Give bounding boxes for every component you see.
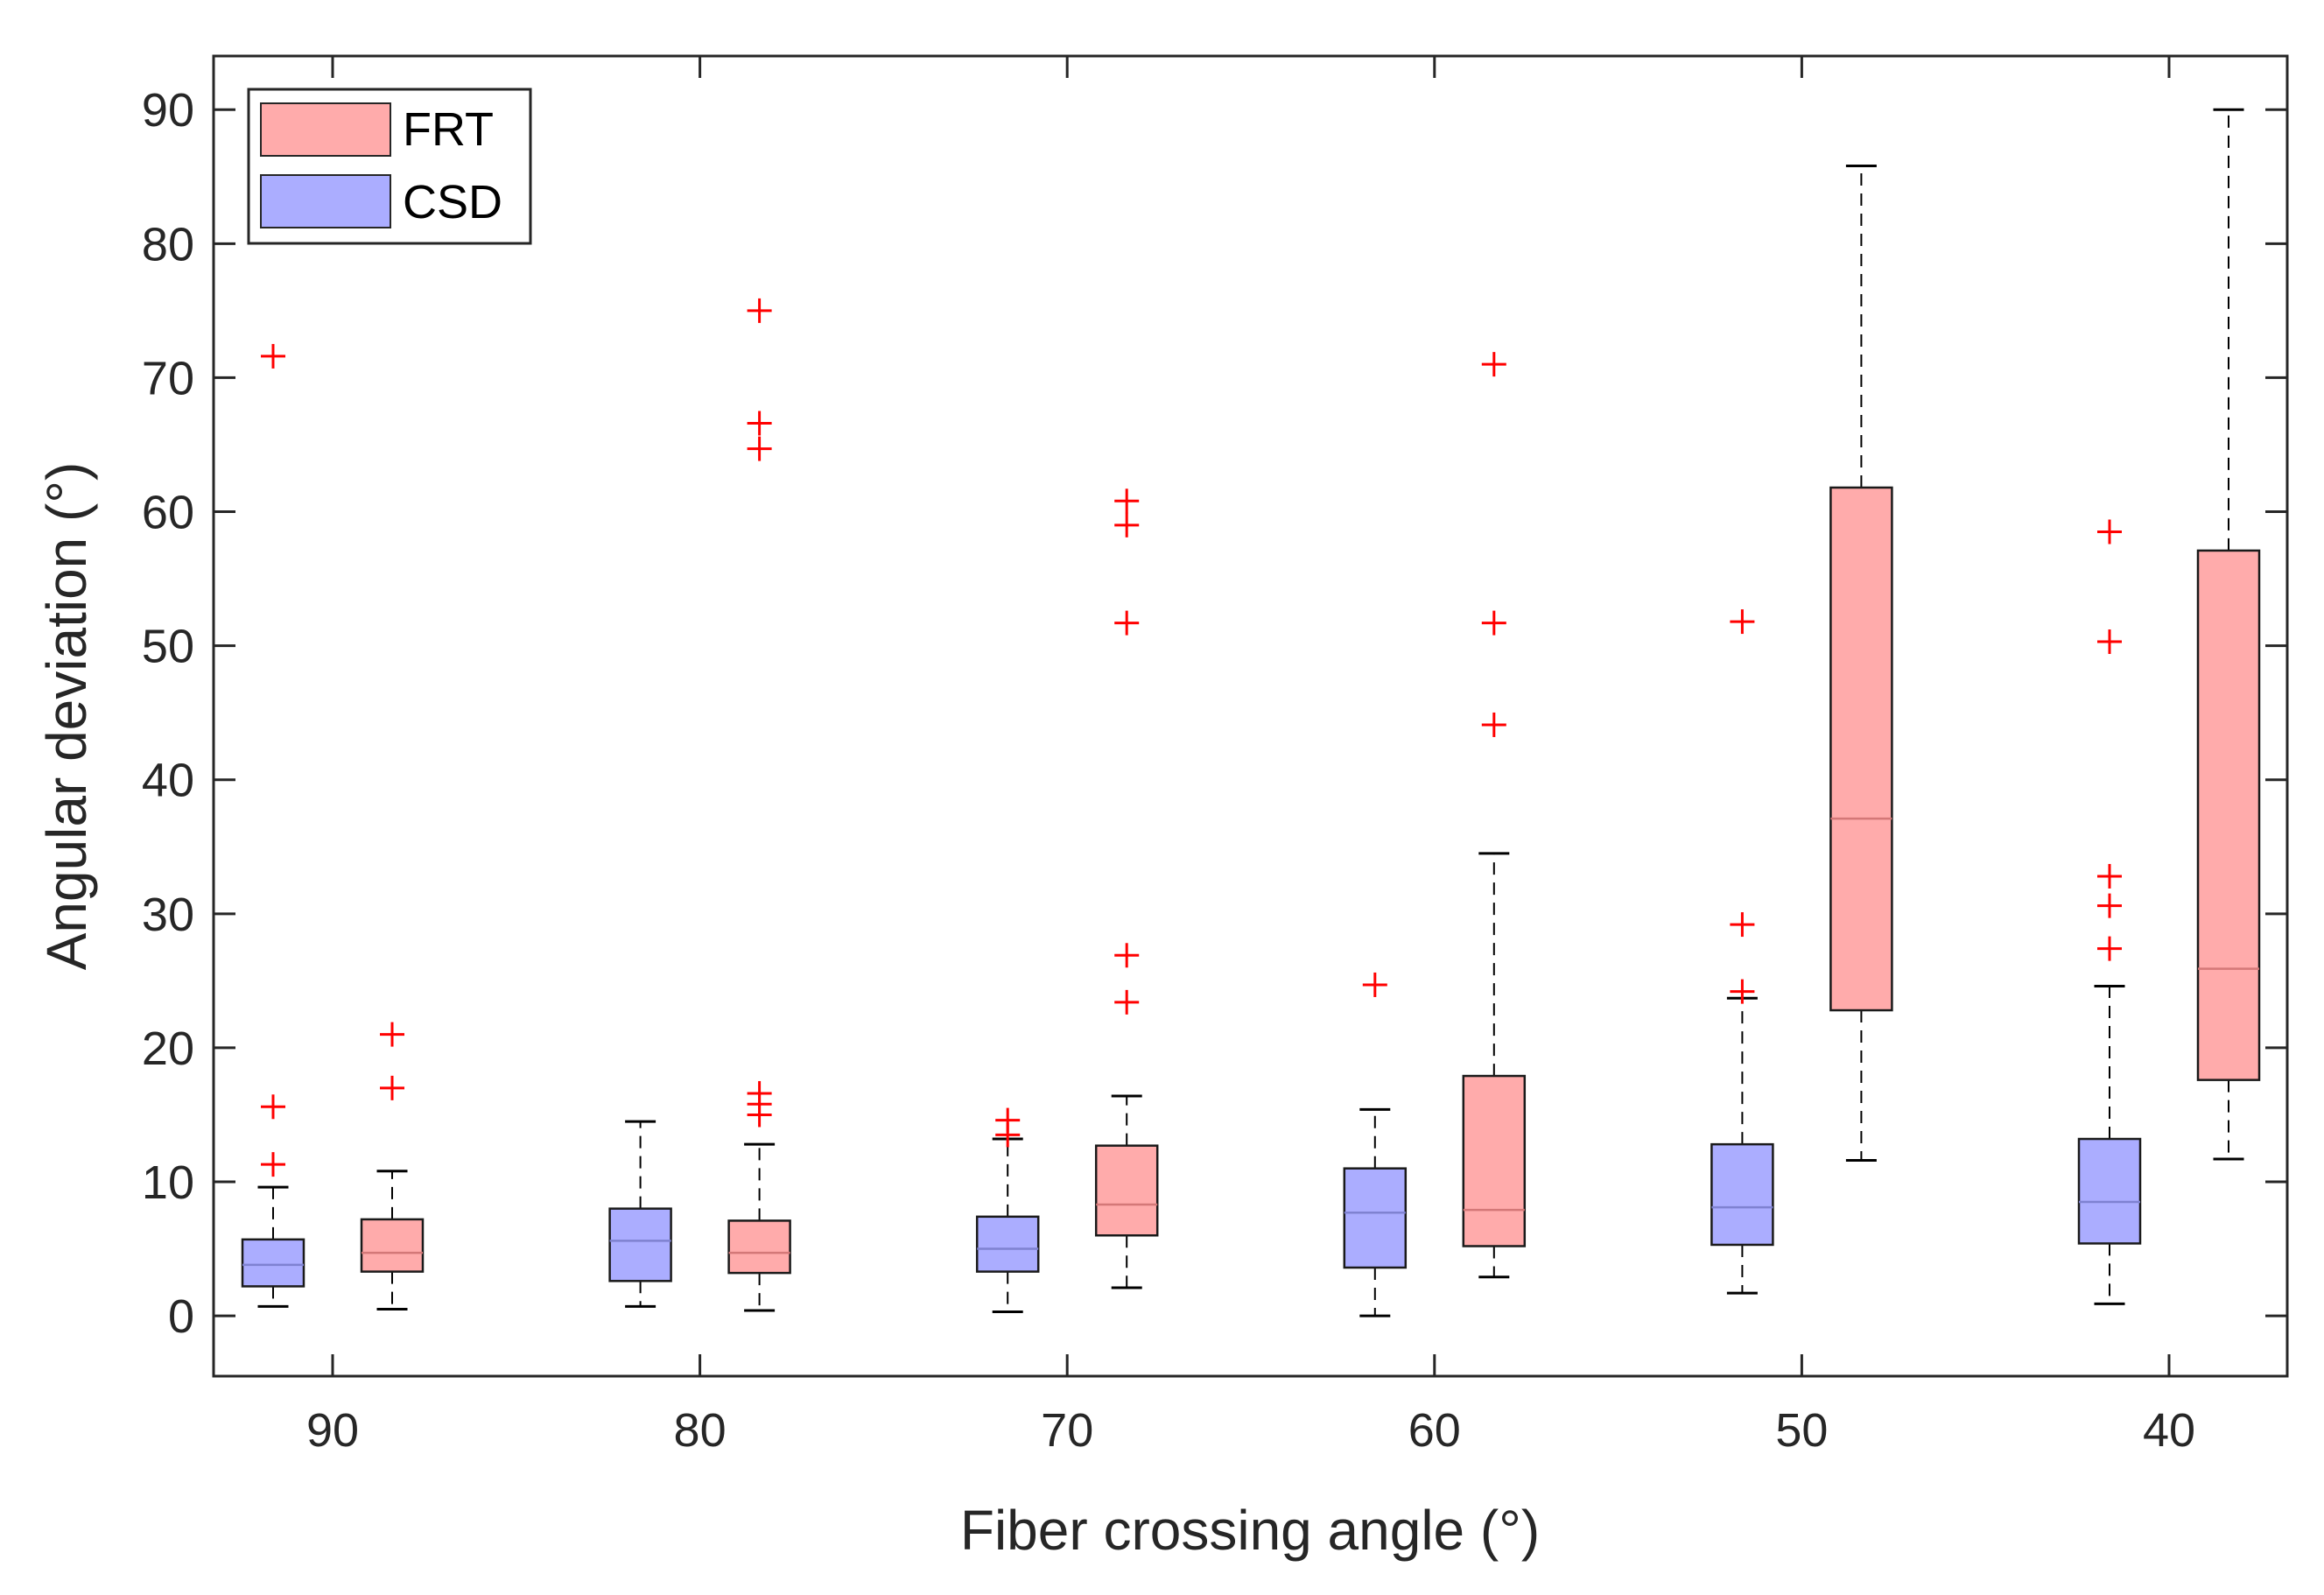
x-axis: 90 80 70 60 50 40 <box>306 56 2195 1457</box>
y-tick-label: 30 <box>142 889 194 941</box>
outlier-marker <box>2097 936 2122 961</box>
y-tick-label: 90 <box>142 84 194 137</box>
outlier-marker <box>2097 893 2122 918</box>
iqr-box <box>1094 1144 1159 1237</box>
box-frt-50 <box>1829 165 1893 1163</box>
box-frt-70 <box>1094 488 1159 1289</box>
outlier-marker <box>1114 488 1140 514</box>
outlier-marker <box>1362 972 1387 997</box>
box-frt-80 <box>727 298 791 1312</box>
iqr-box <box>1462 1074 1527 1247</box>
x-tick-label: 90 <box>306 1404 359 1457</box>
x-tick-label: 50 <box>1775 1404 1828 1457</box>
y-tick-label: 10 <box>142 1156 194 1209</box>
legend-swatch-frt <box>260 102 391 157</box>
box-csd-60 <box>1343 972 1408 1317</box>
x-tick-label: 60 <box>1408 1404 1461 1457</box>
x-tick-label: 80 <box>674 1404 727 1457</box>
outlier-marker <box>747 436 772 461</box>
box-csd-90 <box>241 343 305 1308</box>
box-frt-90 <box>360 1022 425 1310</box>
plot-area <box>241 108 2261 1317</box>
iqr-box <box>1710 1142 1774 1247</box>
outlier-marker <box>1730 979 1755 1004</box>
outlier-marker <box>1481 610 1506 636</box>
y-tick-label: 60 <box>142 487 194 539</box>
outlier-marker <box>1481 712 1506 737</box>
iqr-box <box>975 1215 1040 1273</box>
legend: FRT CSD <box>247 88 532 245</box>
outlier-marker <box>1114 989 1140 1015</box>
outlier-marker <box>1114 512 1140 538</box>
outlier-marker <box>747 1080 772 1106</box>
y-axis: 0 10 20 30 40 50 60 70 80 90 <box>142 84 2287 1343</box>
iqr-box <box>727 1219 791 1275</box>
iqr-box <box>1829 486 1893 1012</box>
legend-label-frt: FRT <box>403 103 494 156</box>
box-frt-40 <box>2196 108 2261 1161</box>
box-csd-50 <box>1710 609 1774 1295</box>
y-tick-label: 40 <box>142 755 194 807</box>
outlier-marker <box>1481 352 1506 377</box>
outlier-marker <box>747 298 772 323</box>
outlier-marker <box>2097 519 2122 545</box>
outlier-marker <box>380 1022 404 1047</box>
outlier-marker <box>2097 863 2122 889</box>
box-csd-80 <box>608 1120 672 1308</box>
box-frt-60 <box>1462 352 1527 1279</box>
outlier-marker <box>261 1094 285 1120</box>
y-tick-label: 80 <box>142 218 194 271</box>
y-tick-label: 0 <box>168 1290 194 1343</box>
outlier-marker <box>995 1107 1021 1133</box>
outlier-marker <box>1730 609 1755 635</box>
y-tick-label: 50 <box>142 621 194 673</box>
iqr-box <box>2077 1137 2142 1245</box>
outlier-marker <box>261 1152 285 1177</box>
iqr-box <box>241 1238 305 1288</box>
x-tick-label: 70 <box>1041 1404 1093 1457</box>
outlier-marker <box>1114 943 1140 968</box>
iqr-box <box>360 1218 425 1273</box>
y-tick-label: 20 <box>142 1022 194 1075</box>
axes-frame <box>212 54 2289 1378</box>
outlier-marker <box>380 1075 404 1100</box>
x-tick-label: 40 <box>2143 1404 2195 1457</box>
outlier-marker <box>261 343 285 369</box>
legend-swatch-csd <box>260 174 391 228</box>
y-tick-label: 70 <box>142 352 194 404</box>
iqr-box <box>1343 1167 1408 1269</box>
legend-label-csd: CSD <box>403 176 502 228</box>
outlier-marker <box>1114 610 1140 636</box>
outlier-marker <box>1730 912 1755 938</box>
y-axis-title: Angular deviation (°) <box>35 462 98 971</box>
x-axis-title: Fiber crossing angle (°) <box>960 1499 1540 1562</box>
iqr-box <box>2196 549 2261 1081</box>
outlier-marker <box>747 411 772 436</box>
box-csd-40 <box>2077 519 2142 1305</box>
box-csd-70 <box>975 1107 1040 1314</box>
iqr-box <box>608 1207 672 1282</box>
outlier-marker <box>2097 629 2122 655</box>
